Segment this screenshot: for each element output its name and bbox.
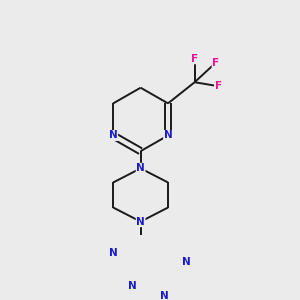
Text: N: N <box>182 257 190 267</box>
Text: F: F <box>191 54 198 64</box>
Text: N: N <box>109 248 118 258</box>
Text: N: N <box>109 130 118 140</box>
Text: F: F <box>214 81 222 91</box>
Text: N: N <box>164 130 172 140</box>
Text: N: N <box>136 164 145 173</box>
Text: N: N <box>136 217 145 226</box>
Text: N: N <box>160 291 169 300</box>
Text: F: F <box>212 58 219 68</box>
Text: N: N <box>128 281 137 291</box>
